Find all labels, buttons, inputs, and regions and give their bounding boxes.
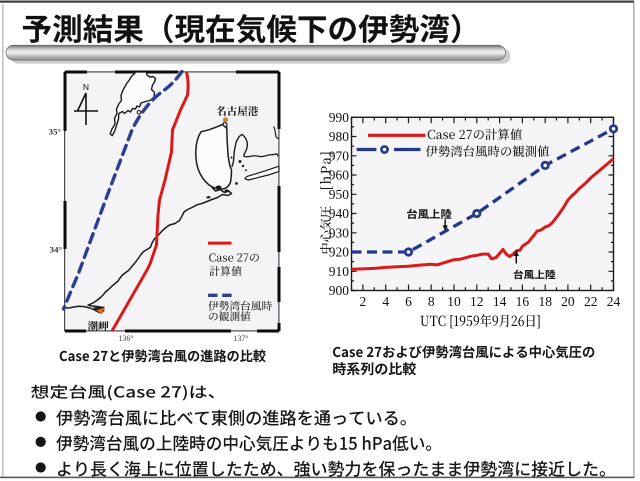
svg-text:20: 20 bbox=[561, 294, 575, 309]
svg-text:N: N bbox=[83, 82, 89, 92]
svg-text:14: 14 bbox=[493, 294, 507, 309]
svg-text:940: 940 bbox=[329, 206, 350, 221]
svg-text:136°: 136° bbox=[118, 334, 133, 343]
svg-text:12: 12 bbox=[470, 294, 484, 309]
svg-text:970: 970 bbox=[329, 148, 350, 163]
svg-text:22: 22 bbox=[584, 294, 598, 309]
svg-text:990: 990 bbox=[329, 110, 350, 125]
svg-text:24: 24 bbox=[607, 294, 621, 309]
svg-text:16: 16 bbox=[516, 294, 530, 309]
svg-text:900: 900 bbox=[329, 283, 350, 298]
svg-text:960: 960 bbox=[329, 168, 350, 183]
svg-text:35°: 35° bbox=[49, 126, 62, 136]
svg-text:137°: 137° bbox=[233, 334, 248, 343]
svg-text:6: 6 bbox=[405, 294, 412, 309]
svg-text:8: 8 bbox=[428, 294, 435, 309]
svg-text:910: 910 bbox=[329, 264, 350, 279]
svg-text:2: 2 bbox=[360, 294, 367, 309]
svg-text:10: 10 bbox=[447, 294, 461, 309]
svg-text:34°: 34° bbox=[50, 244, 63, 254]
svg-text:950: 950 bbox=[329, 187, 350, 202]
svg-text:4: 4 bbox=[382, 294, 389, 309]
svg-text:18: 18 bbox=[538, 294, 552, 309]
svg-text:920: 920 bbox=[329, 245, 350, 260]
svg-text:980: 980 bbox=[329, 129, 350, 144]
svg-text:930: 930 bbox=[329, 225, 350, 240]
